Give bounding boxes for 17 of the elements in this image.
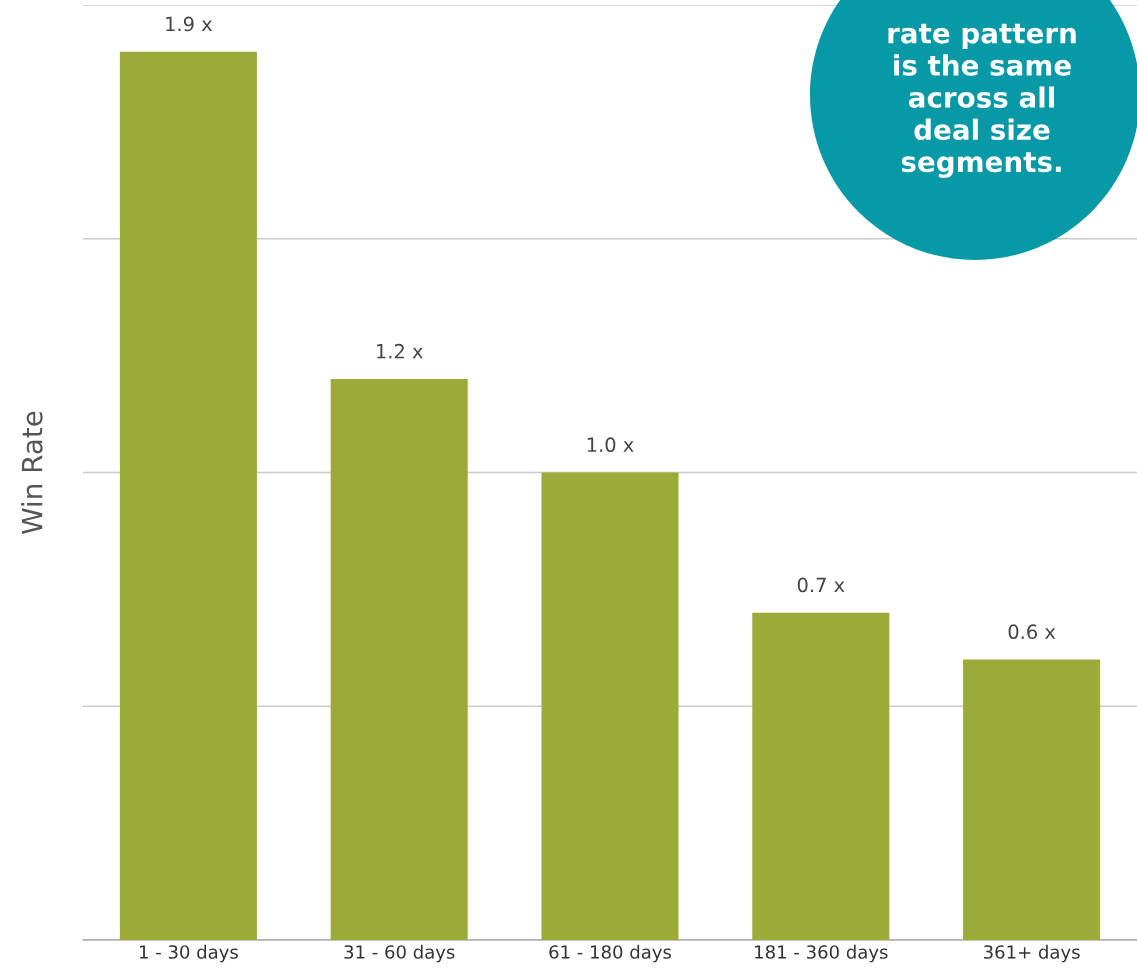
bar — [119, 51, 257, 940]
x-tick-label: 61 - 180 days — [549, 944, 672, 963]
x-tick-label: 1 - 30 days — [139, 944, 238, 963]
x-tick-label: 31 - 60 days — [344, 944, 455, 963]
x-tick-label: 181 - 360 days — [755, 944, 888, 963]
annotation: rate pattern is the same across all deal size segments. — [888, 23, 1076, 178]
data-label: 0.7 x — [797, 577, 845, 593]
bar — [541, 472, 679, 940]
data-label: 1.9 x — [166, 16, 213, 32]
x-tick-label: 361+ days — [984, 944, 1080, 963]
data-label: 1.0 x — [587, 437, 634, 453]
data-label: 0.6 x — [1008, 624, 1056, 640]
bar — [330, 379, 468, 940]
y-axis-title: Win Rate — [21, 411, 43, 534]
data-label: 1.2 x — [377, 343, 423, 359]
bar — [963, 659, 1101, 940]
bar — [752, 612, 890, 940]
